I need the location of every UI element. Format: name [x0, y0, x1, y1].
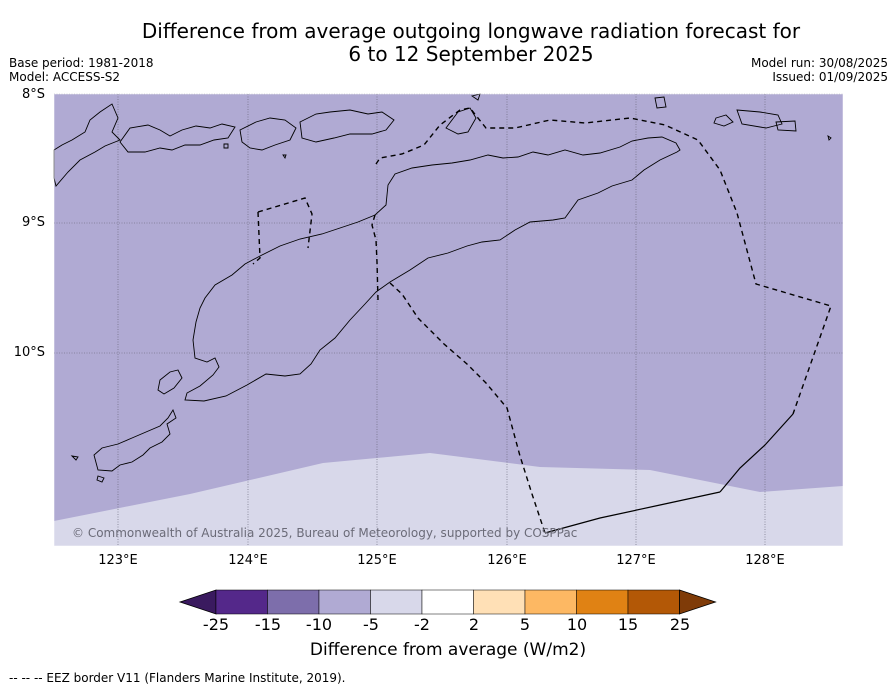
- colorbar-tick-10: 10: [566, 615, 588, 634]
- eez-border-south: [389, 282, 546, 534]
- meta-left: Base period: 1981-2018 Model: ACCESS-S2: [9, 56, 154, 84]
- colorbar-tick-minus10: -10: [305, 615, 333, 634]
- islet-north-1: [470, 93, 481, 101]
- colorbar-tick-minus15: -15: [254, 615, 282, 634]
- colorbar-title: Difference from average (W/m2): [309, 640, 587, 660]
- colorbar-extend-high: [679, 589, 717, 615]
- copyright-notice: © Commonwealth of Australia 2025, Bureau…: [72, 526, 578, 540]
- lon-label-124e: 124°E: [228, 553, 268, 568]
- islet-north-2: [223, 143, 229, 149]
- colorbar-tick-5: 5: [519, 615, 531, 634]
- alor-island-coastline: [654, 96, 667, 109]
- lon-label-125e: 125°E: [357, 553, 397, 568]
- colorbar-segment-9: [627, 589, 680, 615]
- map-frame: [53, 93, 844, 547]
- wetar-islet-2: [775, 120, 797, 132]
- colorbar-segment-5: [421, 589, 474, 615]
- colorbar-tick-2: 2: [468, 615, 480, 634]
- eez-footnote: -- -- -- EEZ border V11 (Flanders Marine…: [9, 671, 346, 685]
- eez-borders: [252, 107, 832, 534]
- colorbar-segment-2: [267, 589, 320, 615]
- colorbar-segment-6: [473, 589, 526, 615]
- colorbar-tick-minus2: -2: [414, 615, 430, 634]
- model-run: Model run: 30/08/2025: [750, 56, 888, 70]
- adonara-island-coastline: [119, 123, 236, 153]
- lat-label-10s: 10°S: [13, 345, 45, 360]
- colorbar: [178, 589, 717, 615]
- colorbar-segment-7: [524, 589, 577, 615]
- lon-label-123e: 123°E: [98, 553, 138, 568]
- colorbar-segment-3: [318, 589, 371, 615]
- colorbar-extend-low: [178, 589, 217, 615]
- eez-border-oecusse-north: [257, 197, 313, 249]
- semau-island-coastline: [157, 369, 183, 395]
- rote-island-coastline: [93, 408, 177, 472]
- colorbar-segment-4: [370, 589, 423, 615]
- eez-border-oecusse: [252, 211, 261, 265]
- eez-border-east-lower: [719, 413, 794, 493]
- islet-southwest-2: [70, 455, 79, 461]
- title-line-1: Difference from average outgoing longwav…: [141, 19, 801, 43]
- lon-label-126e: 126°E: [487, 553, 527, 568]
- eez-border-southeast: [544, 491, 721, 534]
- issued-date: Issued: 01/09/2025: [772, 70, 888, 84]
- map-title: Difference from average outgoing longwav…: [0, 20, 896, 66]
- coastlines: [53, 93, 832, 483]
- colorbar-tick-25: 25: [669, 615, 691, 634]
- colorbar-segment-8: [576, 589, 629, 615]
- lon-label-128e: 128°E: [745, 553, 785, 568]
- lat-label-9s: 9°S: [21, 215, 45, 230]
- model-name: Model: ACCESS-S2: [9, 70, 121, 84]
- meta-right: Model run: 30/08/2025 Issued: 01/09/2025: [751, 56, 888, 84]
- anomaly-fill-minus5-to-minus2: [54, 453, 843, 546]
- colorbar-tick-minus5: -5: [363, 615, 379, 634]
- colorbar-tick-minus25: -25: [202, 615, 230, 634]
- wetar-islet-1: [736, 109, 783, 129]
- timor-island-coastline: [184, 136, 681, 402]
- lat-label-8s: 8°S: [21, 87, 45, 102]
- lon-label-127e: 127°E: [616, 553, 656, 568]
- base-period: Base period: 1981-2018: [9, 56, 154, 70]
- wetar-islet-3: [713, 114, 734, 127]
- islet-north-3: [282, 154, 287, 160]
- islet-east-1: [827, 134, 832, 141]
- lembata-island-coastline: [239, 117, 297, 151]
- flores-east-coastline: [53, 103, 121, 187]
- colorbar-segment-1: [215, 589, 268, 615]
- pantar-island-coastline: [299, 109, 395, 143]
- title-line-2: 6 to 12 September 2025: [348, 42, 594, 66]
- islet-southwest-1: [96, 475, 105, 483]
- colorbar-tick-15: 15: [617, 615, 639, 634]
- atauro-island-coastline: [445, 107, 477, 135]
